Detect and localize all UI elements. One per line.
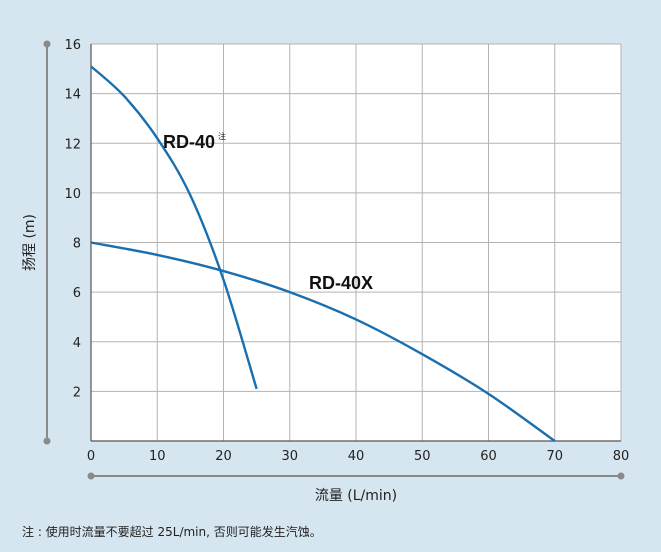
x-tick-label: 10	[149, 449, 166, 464]
x-tick-label: 50	[414, 449, 431, 464]
y-tick-label: 4	[73, 336, 81, 351]
y-axis-title: 扬程 (m)	[22, 214, 38, 271]
x-tick-label: 60	[480, 449, 497, 464]
series-label-rd-40x: RD-40X	[309, 273, 373, 293]
x-tick-label: 70	[546, 449, 563, 464]
x-tick-label: 40	[348, 449, 365, 464]
series-label-rd-40: RD-40	[163, 132, 215, 152]
axes	[43, 40, 625, 480]
x-axis-ruler-dot	[617, 472, 625, 480]
series-note-rd-40: 注	[218, 131, 226, 141]
y-tick-label: 14	[64, 88, 81, 103]
grid	[91, 43, 622, 441]
y-axis-ruler-dot	[43, 40, 51, 48]
y-tick-label: 8	[73, 237, 81, 252]
x-tick-label: 0	[87, 449, 95, 464]
y-tick-label: 16	[64, 38, 81, 53]
y-axis-ruler-dot	[43, 437, 51, 445]
y-tick-label: 6	[73, 286, 81, 301]
y-tick-label: 10	[64, 187, 81, 202]
series-line-rd-40	[90, 65, 258, 390]
series-line-rd-40x	[90, 241, 556, 442]
y-tick-label: 12	[64, 137, 81, 152]
series-labels: RD-40 注 RD-40X	[163, 131, 373, 293]
x-axis-title: 流量 (L/min)	[315, 488, 397, 504]
y-tick-label: 2	[73, 385, 81, 400]
series	[90, 65, 556, 442]
x-tick-label: 80	[613, 449, 630, 464]
x-tick-label: 30	[281, 449, 298, 464]
footnote: 注 : 使用时流量不要超过 25L/min, 否则可能发生汽蚀。	[22, 525, 322, 539]
x-axis-ruler-dot	[87, 472, 95, 480]
x-tick-label: 20	[215, 449, 232, 464]
tick-labels: 0 10 20 30 40 50 60 70 80 2 4 6 8 10 12 14 16	[64, 38, 629, 464]
